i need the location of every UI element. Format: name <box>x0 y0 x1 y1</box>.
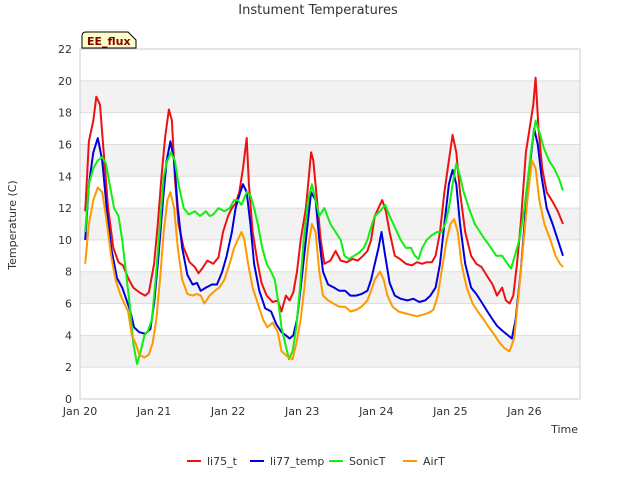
y-tick-label: 22 <box>58 43 72 56</box>
y-tick-label: 18 <box>58 107 72 120</box>
legend-item: li77_temp <box>250 455 324 468</box>
chart-title: Instument Temperatures <box>238 3 398 18</box>
background-band <box>80 80 580 113</box>
background-band <box>80 112 580 145</box>
y-tick-label: 8 <box>65 266 72 279</box>
legend-item: AirT <box>403 455 445 468</box>
x-tick-label: Jan 21 <box>136 405 171 418</box>
y-tick-label: 16 <box>58 138 72 151</box>
background-band <box>80 271 580 304</box>
y-axis-label: Temperature (C) <box>6 180 19 270</box>
y-tick-label: 14 <box>58 170 72 183</box>
background-band <box>80 144 580 177</box>
legend-label: SonicT <box>349 455 386 468</box>
plot-frame <box>79 48 581 400</box>
y-tick-label: 0 <box>65 393 72 406</box>
y-axis-ticks: 0 2 4 6 8 10 12 14 16 18 20 22 <box>58 43 72 406</box>
y-tick-label: 4 <box>65 329 72 342</box>
background-band <box>80 176 580 209</box>
x-axis-label: Time <box>550 423 578 436</box>
background-band <box>80 335 580 368</box>
legend-item: li75_t <box>187 455 238 468</box>
gridlines <box>79 48 581 400</box>
x-tick-label: Jan 25 <box>432 405 467 418</box>
background-band <box>80 303 580 336</box>
series-line-airt <box>84 159 564 361</box>
series-line-li75-t <box>84 76 564 313</box>
legend: li75_t li77_temp SonicT AirT <box>187 455 445 468</box>
badge-text: EE_flux <box>87 35 131 48</box>
legend-label: AirT <box>423 455 445 468</box>
y-tick-label: 12 <box>58 202 72 215</box>
x-tick-label: Jan 23 <box>284 405 319 418</box>
background-band <box>80 49 580 81</box>
x-tick-label: Jan 22 <box>210 405 245 418</box>
legend-item: SonicT <box>329 455 386 468</box>
flux-badge: EE_flux <box>81 31 137 49</box>
background-band <box>80 367 580 399</box>
x-tick-label: Jan 26 <box>506 405 541 418</box>
y-tick-label: 20 <box>58 75 72 88</box>
legend-label: li75_t <box>207 455 238 468</box>
y-tick-label: 2 <box>65 361 72 374</box>
y-tick-label: 10 <box>58 234 72 247</box>
y-tick-label: 6 <box>65 298 72 311</box>
legend-label: li77_temp <box>270 455 324 468</box>
x-tick-label: Jan 20 <box>62 405 97 418</box>
x-tick-label: Jan 24 <box>358 405 393 418</box>
badge-shape <box>81 31 137 49</box>
series-layer <box>84 76 564 365</box>
background-bands <box>80 49 580 399</box>
series-line-sonict <box>84 119 564 365</box>
x-axis-ticks: Jan 20 Jan 21 Jan 22 Jan 23 Jan 24 Jan 25 Jan … <box>62 405 542 418</box>
